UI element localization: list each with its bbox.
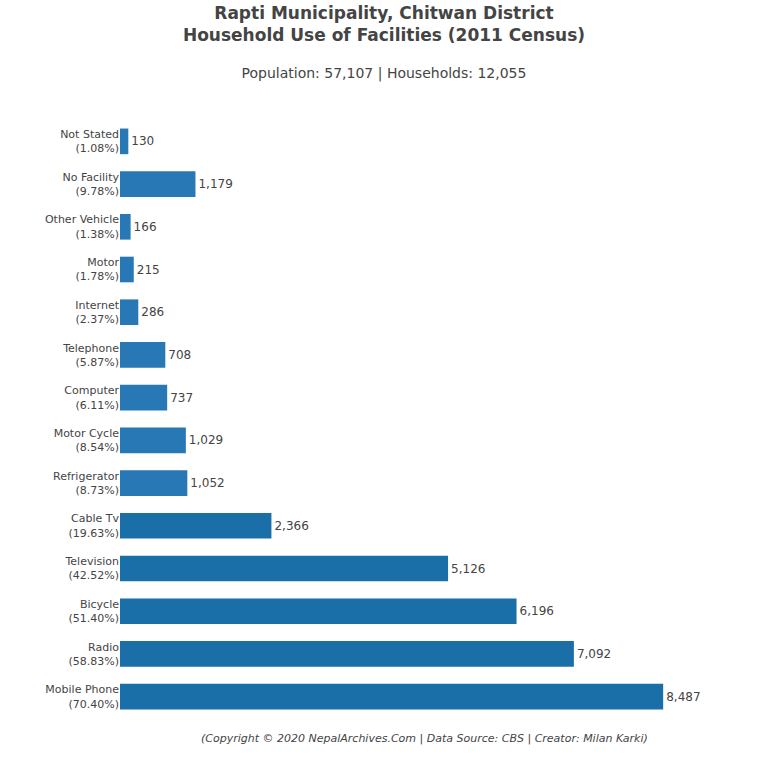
svg-text:166: 166 — [134, 220, 157, 234]
svg-text:1,179: 1,179 — [198, 177, 232, 191]
svg-text:737: 737 — [170, 391, 193, 405]
svg-text:Telephone(5.87%): Telephone(5.87%) — [62, 342, 119, 369]
svg-text:Computer(6.11%): Computer(6.11%) — [64, 384, 119, 411]
svg-text:1,052: 1,052 — [190, 476, 224, 490]
svg-text:215: 215 — [137, 263, 160, 277]
svg-text:Refrigerator(8.73%): Refrigerator(8.73%) — [53, 470, 119, 497]
svg-text:708: 708 — [168, 348, 191, 362]
svg-text:Motor(1.78%): Motor(1.78%) — [75, 256, 119, 283]
svg-text:1,029: 1,029 — [189, 433, 223, 447]
svg-text:5,126: 5,126 — [451, 562, 485, 576]
svg-text:Population: 57,107 | Household: Population: 57,107 | Households: 12,055 — [242, 65, 527, 82]
svg-text:Radio(58.83%): Radio(58.83%) — [68, 641, 119, 668]
svg-text:Other Vehicle(1.38%): Other Vehicle(1.38%) — [45, 213, 119, 240]
svg-text:Television(42.52%): Television(42.52%) — [65, 555, 120, 582]
svg-text:Bicycle(51.40%): Bicycle(51.40%) — [68, 598, 119, 625]
svg-text:Not Stated(1.08%): Not Stated(1.08%) — [60, 128, 119, 155]
svg-text:(Copyright © 2020 NepalArchive: (Copyright © 2020 NepalArchives.Com | Da… — [201, 732, 648, 745]
svg-text:286: 286 — [141, 305, 164, 319]
svg-text:Motor Cycle(8.54%): Motor Cycle(8.54%) — [54, 427, 120, 454]
svg-text:Internet(2.37%): Internet(2.37%) — [75, 299, 119, 326]
svg-text:Rapti Municipality, Chitwan Di: Rapti Municipality, Chitwan DistrictHous… — [183, 3, 585, 45]
svg-text:2,366: 2,366 — [274, 519, 308, 533]
svg-text:7,092: 7,092 — [577, 647, 611, 661]
svg-text:6,196: 6,196 — [520, 604, 554, 618]
svg-text:Cable Tv(19.63%): Cable Tv(19.63%) — [68, 512, 119, 539]
svg-text:No Facility(9.78%): No Facility(9.78%) — [62, 171, 119, 198]
svg-text:8,487: 8,487 — [666, 690, 700, 704]
svg-text:130: 130 — [131, 134, 154, 148]
svg-text:Mobile Phone(70.40%): Mobile Phone(70.40%) — [45, 683, 119, 710]
